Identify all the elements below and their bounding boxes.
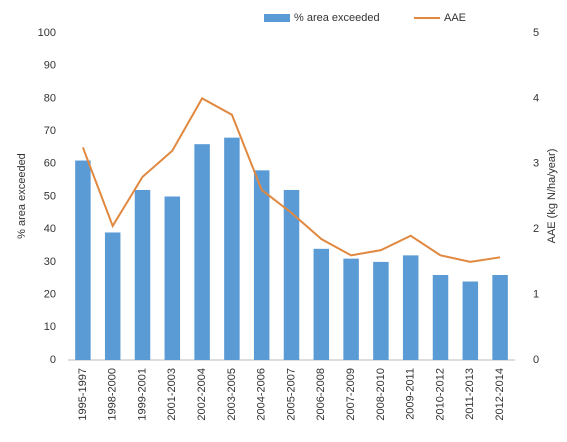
bar [164,196,181,360]
y-tick-label: 50 [44,190,56,202]
bar [313,248,330,360]
legend-label: AAE [444,12,466,24]
bar [343,258,359,360]
bar [253,170,270,360]
x-tick-label: 2007-2009 [345,368,357,421]
y-tick-label: 0 [50,354,56,366]
bar [194,144,210,360]
y-tick-label: 60 [44,158,56,170]
y-tick-label: 10 [44,321,56,333]
y2-tick-label: 1 [533,289,539,301]
x-tick-label: 1998-2000 [107,368,119,421]
bar [432,274,449,360]
x-tick-label: 2001-2003 [166,368,178,421]
x-tick-label: 2012-2014 [494,368,506,421]
x-tick-label: 2010-2012 [434,368,446,421]
y-tick-label: 70 [44,125,56,137]
y2-tick-label: 0 [533,354,539,366]
bar [492,274,508,360]
x-tick-label: 2002-2004 [196,368,208,421]
y2-tick-label: 2 [533,223,539,235]
x-tick-label: 2011-2013 [464,368,476,420]
y-tick-label: 40 [44,223,56,235]
line [81,97,501,263]
y2-axis-title: AAE (kg N/ha/year) [546,149,558,244]
bar [462,281,479,360]
bar [75,160,91,360]
bar [224,137,240,360]
y2-tick-label: 4 [533,92,539,104]
x-tick-label: 2009-2011 [405,368,417,420]
y-tick-label: 80 [44,92,56,104]
x-tick-label: 1999-2001 [136,368,148,421]
bar [402,255,419,360]
y2-tick-label: 3 [533,158,539,170]
x-tick-label: 1995-1997 [77,368,89,421]
legend-swatch [264,14,290,22]
x-tick-label: 2004-2006 [256,368,268,421]
y-tick-label: 90 [44,60,56,72]
y-tick-label: 20 [44,289,56,301]
bar [283,189,300,360]
y-tick-label: 100 [38,27,56,39]
legend-label: % area exceeded [294,12,380,24]
x-tick-label: 2005-2007 [285,368,297,421]
bar [373,261,389,360]
bar [134,189,151,360]
x-tick-label: 2008-2010 [375,368,387,421]
bar [104,232,121,360]
x-tick-label: 2006-2008 [315,368,327,421]
y-axis-title: % area exceeded [16,153,28,239]
x-tick-label: 2003-2005 [226,368,238,421]
y2-tick-label: 5 [533,27,539,39]
y-tick-label: 30 [44,256,56,268]
